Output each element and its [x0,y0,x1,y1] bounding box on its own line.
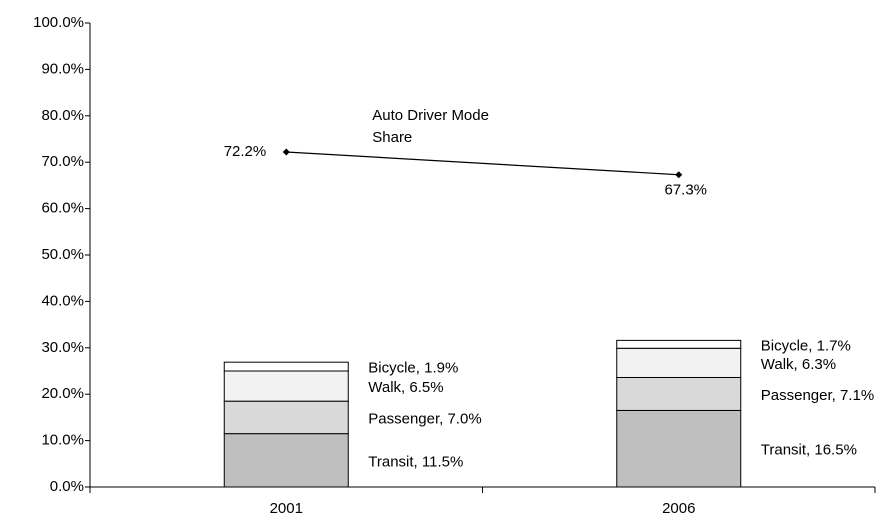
y-tick-label: 80.0% [41,107,84,124]
bar-segment [223,361,349,372]
data-label: Bicycle, 1.9% [368,360,458,377]
bar-segment [616,347,742,378]
y-tick-label: 50.0% [41,246,84,263]
bar-segment [223,433,349,488]
y-tick-label: 30.0% [41,339,84,356]
y-tick-label: 70.0% [41,153,84,170]
bar-segment [223,370,349,402]
bar-segment [223,400,349,435]
data-label: Walk, 6.5% [368,379,443,396]
x-tick-label: 2001 [270,500,303,517]
series-annotation: Auto Driver Mode Share [372,106,489,146]
bar-segment [616,339,742,349]
line-marker [675,171,683,179]
y-tick-label: 0.0% [50,478,84,495]
y-tick-label: 60.0% [41,200,84,217]
y-tick-label: 40.0% [41,292,84,309]
x-tick-label: 2006 [662,500,695,517]
data-label: Transit, 11.5% [368,453,463,470]
data-label: Transit, 16.5% [761,442,857,459]
line-marker [282,148,290,156]
data-label: 67.3% [664,182,707,199]
y-tick-label: 90.0% [41,60,84,77]
y-tick-label: 10.0% [41,432,84,449]
data-label: Bicycle, 1.7% [761,337,851,354]
data-label: Passenger, 7.1% [761,387,874,404]
data-label: Walk, 6.3% [761,356,836,373]
data-label: 72.2% [224,143,267,160]
y-tick-label: 20.0% [41,385,84,402]
y-tick-label: 100.0% [33,14,84,31]
bar-segment [616,376,742,411]
data-label: Passenger, 7.0% [368,410,481,427]
bar-segment [616,409,742,488]
line [286,151,679,176]
